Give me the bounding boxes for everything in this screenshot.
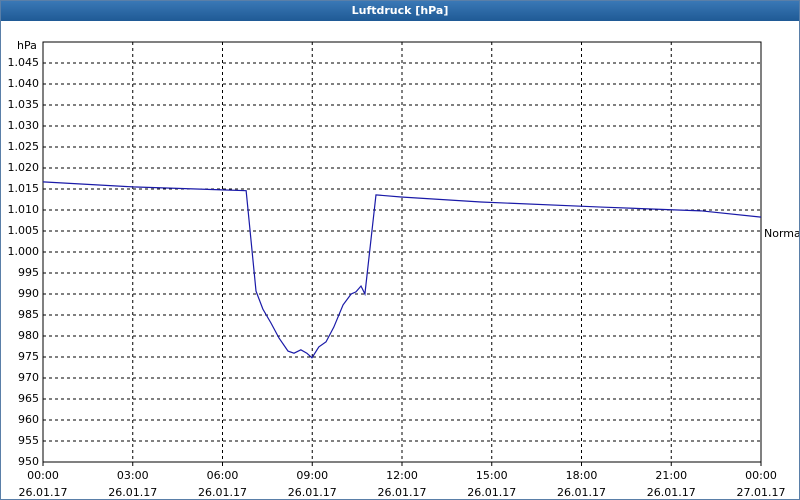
x-tick-label: 12:00 26.01.17 bbox=[377, 469, 427, 499]
reference-label: Normal bbox=[764, 227, 799, 240]
x-tick-label: 21:00 26.01.17 bbox=[646, 469, 696, 499]
y-unit: hPa bbox=[17, 39, 37, 52]
y-tick-label: 980 bbox=[18, 329, 39, 342]
y-tick-label: 965 bbox=[18, 392, 39, 405]
x-tick-label: 18:00 26.01.17 bbox=[557, 469, 606, 499]
y-tick-label: 970 bbox=[18, 371, 39, 384]
x-tick-label: 00:00 27.01.17 bbox=[736, 469, 786, 499]
y-tick-label: 1.040 bbox=[8, 77, 40, 90]
y-tick-label: 960 bbox=[18, 413, 39, 426]
y-tick-label: 950 bbox=[18, 455, 39, 468]
x-tick-label: 15:00 26.01.17 bbox=[467, 469, 517, 499]
line bbox=[42, 181, 762, 359]
y-tick-label: 955 bbox=[18, 434, 39, 447]
y-tick-label: 975 bbox=[18, 350, 39, 363]
y-tick-label: 1.015 bbox=[8, 182, 40, 195]
y-tick-label: 990 bbox=[18, 287, 39, 300]
y-tick-label: 1.010 bbox=[8, 203, 40, 216]
x-tick-label: 06:00 26.01.17 bbox=[198, 469, 247, 499]
chart-title: Luftdruck [hPa] bbox=[1, 1, 799, 21]
y-tick-label: 1.000 bbox=[8, 245, 40, 258]
plot-frame bbox=[42, 41, 762, 463]
y-tick-label: 1.030 bbox=[8, 119, 40, 132]
y-tick-label: 1.045 bbox=[8, 56, 40, 69]
x-tick-label: 03:00 26.01.17 bbox=[108, 469, 158, 499]
y-tick-label: 1.005 bbox=[8, 224, 40, 237]
y-tick-label: 985 bbox=[18, 308, 39, 321]
x-tick-label: 00:00 26.01.17 bbox=[18, 469, 68, 499]
y-tick-label: 1.020 bbox=[8, 161, 40, 174]
y-tick-label: 995 bbox=[18, 266, 39, 279]
x-tick-label: 09:00 26.01.17 bbox=[287, 469, 337, 499]
y-tick-label: 1.035 bbox=[8, 98, 40, 111]
y-tick-label: 1.025 bbox=[8, 140, 40, 153]
